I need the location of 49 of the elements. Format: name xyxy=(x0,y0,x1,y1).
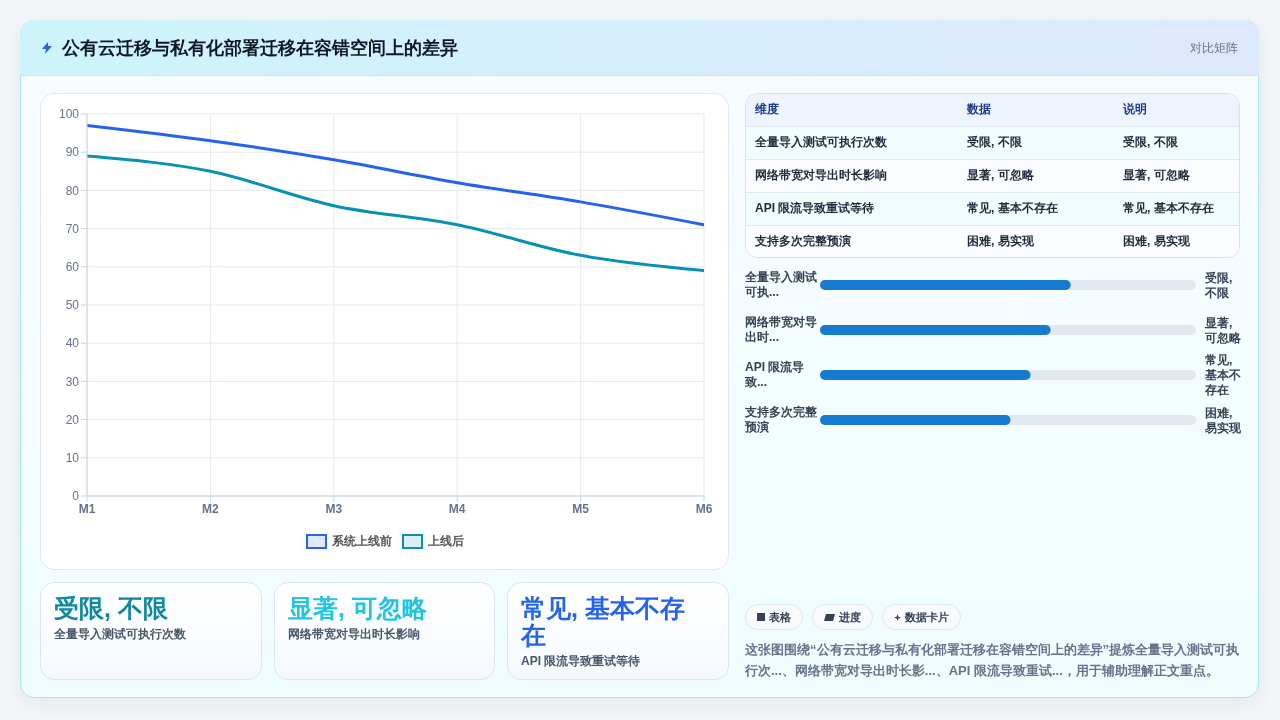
y-tick-label: 70 xyxy=(65,221,80,236)
x-tick-label: M5 xyxy=(572,501,590,516)
y-tick-label: 10 xyxy=(65,451,80,466)
y-tick-label: 网络带宽对导出时... xyxy=(745,315,817,344)
text: API 限流导致重试等待 xyxy=(521,653,642,669)
text: 常见, 基本不存在 xyxy=(1204,353,1241,397)
text: 全量导入测试可执行次数 xyxy=(54,626,187,642)
table-row: API 限流导致重试等待 常见, 基本不存在 常见, 基本不存在 xyxy=(746,192,1239,225)
line-series xyxy=(87,154,704,273)
x-tick-label: M4 xyxy=(448,501,466,516)
text: 网络带宽对导出时长影响 xyxy=(288,626,421,642)
table-header: 维度 数据 说明 xyxy=(746,94,1239,126)
y-tick-label: API 限流导致... xyxy=(744,360,805,389)
text: 对比矩阵 xyxy=(1190,40,1238,57)
x-tick-label: M6 xyxy=(695,501,713,516)
y-tick-label: 0 xyxy=(72,489,80,504)
line-series xyxy=(87,123,704,227)
text: 常见, 基本不存在 xyxy=(521,594,686,649)
x-tick-label: M2 xyxy=(202,501,220,516)
y-tick-label: 全量导入测试可执... xyxy=(744,270,817,299)
table-row: 全量导入测试可执行次数 受限, 不限 受限, 不限 xyxy=(746,126,1239,159)
y-tick-label: 支持多次完整预演 xyxy=(744,405,818,434)
text: 显著, 可忽略 xyxy=(288,594,428,622)
y-tick-label: 30 xyxy=(65,374,80,389)
x-tick-label: M1 xyxy=(78,501,96,516)
category-label: 进度 xyxy=(839,609,861,625)
legend-label: 上线后 xyxy=(427,532,464,550)
category-label: 数据卡片 xyxy=(905,609,949,625)
text: 受限, 不限 xyxy=(54,594,169,622)
y-tick-label: 40 xyxy=(65,336,80,351)
text: 这张图围绕“公有云迁移与私有化部署迁移在容错空间上的差异”提炼全量导入测试可执行次...、网络带宽对导出时长影...、API 限流导致重试...，用于辅助理解正文重点。 xyxy=(745,641,1240,680)
table-row: 支持多次完整预演 困难, 易实现 困难, 易实现 xyxy=(746,225,1239,257)
category-label: 维度 xyxy=(746,94,958,126)
legend-label: 系统上线前 xyxy=(331,532,392,550)
category-label: 表格 xyxy=(769,609,791,625)
y-tick-label: 90 xyxy=(65,145,80,160)
text: 困难, 易实现 xyxy=(1204,405,1242,435)
y-tick-label: 50 xyxy=(65,298,80,313)
text: 公有云迁移与私有化部署迁移在容错空间上的差异 xyxy=(62,37,458,60)
category-label: 数据 xyxy=(958,94,1114,126)
text: 受限, 不限 xyxy=(1204,270,1233,300)
x-tick-label: M3 xyxy=(325,501,343,516)
y-tick-label: 20 xyxy=(65,412,80,427)
y-tick-label: 100 xyxy=(58,107,80,122)
table-row: 网络带宽对导出时长影响 显著, 可忽略 显著, 可忽略 xyxy=(746,159,1239,192)
y-tick-label: 80 xyxy=(65,183,80,198)
y-tick-label: 60 xyxy=(65,260,80,275)
text: 显著, 可忽略 xyxy=(1204,315,1242,345)
category-label: 说明 xyxy=(1114,94,1239,126)
